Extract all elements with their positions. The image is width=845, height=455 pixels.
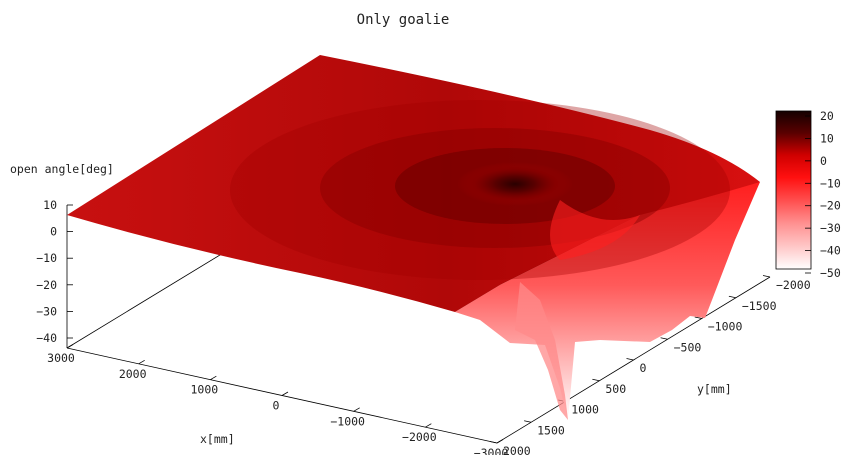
- y-ticks: −2000 −1500 −1000 −500 0 500 1000 1500 2000: [489, 275, 811, 455]
- y-tick-label: −500: [674, 340, 702, 354]
- y-tick-label: 0: [640, 361, 647, 375]
- colorbar: 20 10 0 −10 −20 −30 −40 −50: [775, 109, 841, 280]
- colorbar-tick-label: 10: [820, 131, 834, 145]
- x-tick-mark: [353, 407, 360, 412]
- colorbar-gradient: [775, 110, 812, 270]
- colorbar-ticks: 20 10 0 −10 −20 −30 −40 −50: [805, 109, 841, 280]
- y-tick-mark: [728, 295, 736, 299]
- z-tick-label: −20: [36, 278, 57, 292]
- y-tick-label: 500: [605, 382, 626, 396]
- surface-drop-right: [455, 175, 760, 420]
- z-tick-label: −30: [36, 304, 57, 318]
- y-tick-mark: [626, 358, 634, 361]
- x-ticks: 3000 2000 1000 0 −1000 −2000 −3000: [47, 344, 509, 455]
- colorbar-tick-label: −40: [820, 244, 841, 258]
- y-tick-label: −1000: [708, 320, 743, 334]
- y-tick-label: 1000: [571, 403, 599, 417]
- colorbar-tick-label: −50: [820, 266, 841, 280]
- x-axis-label: x[mm]: [200, 432, 235, 446]
- colorbar-tick-label: 20: [820, 109, 834, 123]
- y-tick-mark: [660, 337, 668, 340]
- y-tick-label: 1500: [537, 423, 565, 437]
- z-tick-label: −40: [36, 331, 57, 345]
- colorbar-tick-label: −10: [820, 176, 841, 190]
- z-tick-label: 10: [43, 198, 57, 212]
- x-tick-label: −2000: [402, 430, 437, 444]
- z-ticks: 10 0 −10 −20 −30 −40: [36, 198, 73, 345]
- y-axis-label: y[mm]: [697, 382, 732, 396]
- x-tick-mark: [281, 391, 289, 396]
- colorbar-tick-label: 0: [820, 154, 827, 168]
- y-tick-mark: [694, 316, 702, 319]
- y-tick-label: −1500: [742, 299, 777, 313]
- x-tick-mark: [66, 344, 74, 349]
- y-tick-mark: [524, 420, 532, 423]
- z-axis-label: open angle[deg]: [10, 162, 114, 176]
- colorbar-tick-label: −30: [820, 221, 841, 235]
- x-tick-label: 0: [273, 399, 280, 413]
- x-tick-mark: [496, 439, 504, 444]
- x-tick-label: 3000: [47, 351, 75, 365]
- surface-shade-streak: [550, 200, 640, 260]
- surface-peak: [457, 162, 573, 206]
- y-tick-label: −2000: [776, 278, 811, 292]
- x-tick-label: 2000: [119, 367, 147, 381]
- surface-drop-spike: [515, 282, 568, 420]
- y-tick-mark: [592, 378, 600, 382]
- x-tick-label: −1000: [330, 414, 365, 428]
- x-tick-mark: [138, 359, 145, 365]
- x-tick-label: 1000: [190, 383, 218, 397]
- y-tick-mark: [489, 441, 498, 444]
- z-tick-label: −10: [36, 251, 57, 265]
- x-tick-label: −3000: [474, 446, 509, 455]
- x-tick-mark: [425, 423, 432, 428]
- y-tick-label: 2000: [503, 444, 531, 455]
- y-tick-mark: [762, 275, 771, 278]
- chart-title: Only goalie: [357, 12, 450, 28]
- x-tick-mark: [210, 375, 217, 381]
- colorbar-tick-label: −20: [820, 199, 841, 213]
- z-tick-label: 0: [50, 225, 57, 239]
- surface: [67, 55, 760, 420]
